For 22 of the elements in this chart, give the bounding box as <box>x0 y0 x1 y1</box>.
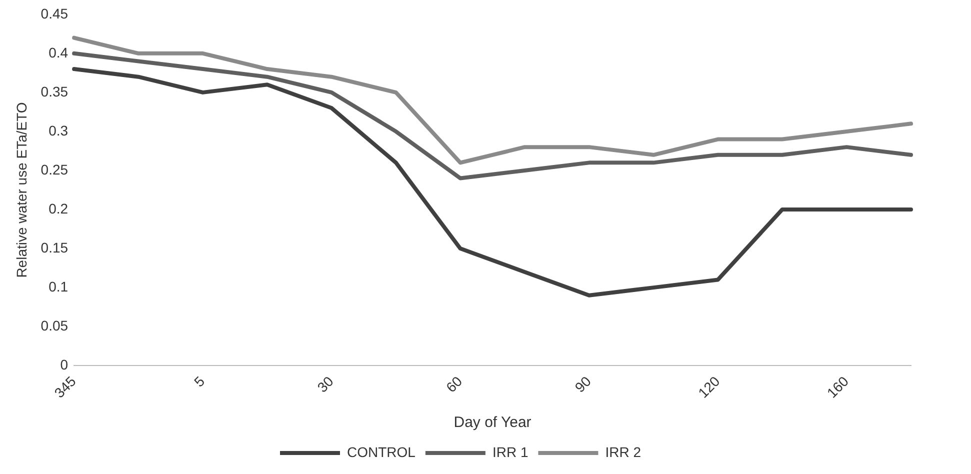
y-axis-title: Relative water use ETa/ETO <box>13 102 30 278</box>
y-tick-label: 0.45 <box>40 5 68 22</box>
x-tick-label: 160 <box>824 372 852 401</box>
y-tick-label: 0 <box>60 356 68 372</box>
legend-label: IRR 2 <box>605 444 642 460</box>
y-tick-label: 0.2 <box>48 200 68 216</box>
y-tick-label: 0.15 <box>40 239 68 256</box>
y-tick-label: 0.1 <box>48 278 68 294</box>
y-tick-label: 0.35 <box>40 83 68 100</box>
x-tick-label: 30 <box>314 372 337 396</box>
legend-label: IRR 1 <box>492 444 528 460</box>
x-axis-title: Day of Year <box>454 414 532 432</box>
x-tick-label: 60 <box>442 372 466 396</box>
x-tick-label: 120 <box>694 372 723 401</box>
x-tick-label: 345 <box>51 372 80 401</box>
x-tick-label: 5 <box>190 372 208 390</box>
y-tick-label: 0.4 <box>48 44 68 60</box>
x-tick-label: 90 <box>572 372 594 396</box>
legend-label: CONTROL <box>346 444 416 460</box>
y-tick-label: 0.25 <box>40 161 68 178</box>
y-tick-label: 0.3 <box>48 122 68 138</box>
y-tick-label: 0.05 <box>40 317 68 334</box>
